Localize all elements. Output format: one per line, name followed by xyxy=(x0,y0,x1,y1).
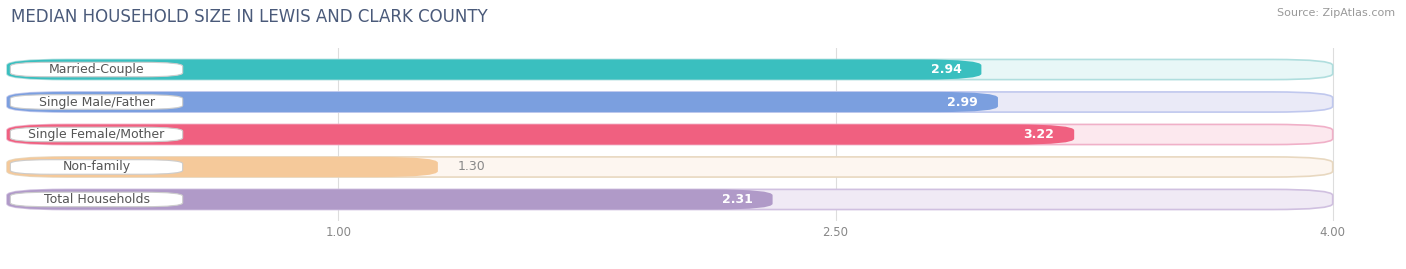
FancyBboxPatch shape xyxy=(7,189,773,210)
FancyBboxPatch shape xyxy=(10,160,183,174)
Text: 3.22: 3.22 xyxy=(1024,128,1054,141)
FancyBboxPatch shape xyxy=(10,127,183,142)
FancyBboxPatch shape xyxy=(7,92,998,112)
FancyBboxPatch shape xyxy=(10,95,183,109)
Text: 2.31: 2.31 xyxy=(721,193,752,206)
Text: 2.94: 2.94 xyxy=(931,63,962,76)
FancyBboxPatch shape xyxy=(7,157,437,177)
Text: Married-Couple: Married-Couple xyxy=(49,63,145,76)
Text: 1.30: 1.30 xyxy=(458,161,485,174)
Text: Single Female/Mother: Single Female/Mother xyxy=(28,128,165,141)
FancyBboxPatch shape xyxy=(7,59,1333,80)
Text: MEDIAN HOUSEHOLD SIZE IN LEWIS AND CLARK COUNTY: MEDIAN HOUSEHOLD SIZE IN LEWIS AND CLARK… xyxy=(11,8,488,26)
FancyBboxPatch shape xyxy=(7,157,1333,177)
FancyBboxPatch shape xyxy=(7,125,1333,144)
Text: Single Male/Father: Single Male/Father xyxy=(38,95,155,108)
Text: Non-family: Non-family xyxy=(62,161,131,174)
Text: 2.99: 2.99 xyxy=(948,95,979,108)
FancyBboxPatch shape xyxy=(7,92,1333,112)
Text: Total Households: Total Households xyxy=(44,193,149,206)
FancyBboxPatch shape xyxy=(10,62,183,77)
FancyBboxPatch shape xyxy=(10,192,183,207)
FancyBboxPatch shape xyxy=(7,59,981,80)
Text: Source: ZipAtlas.com: Source: ZipAtlas.com xyxy=(1277,8,1395,18)
FancyBboxPatch shape xyxy=(7,125,1074,144)
FancyBboxPatch shape xyxy=(7,189,1333,210)
